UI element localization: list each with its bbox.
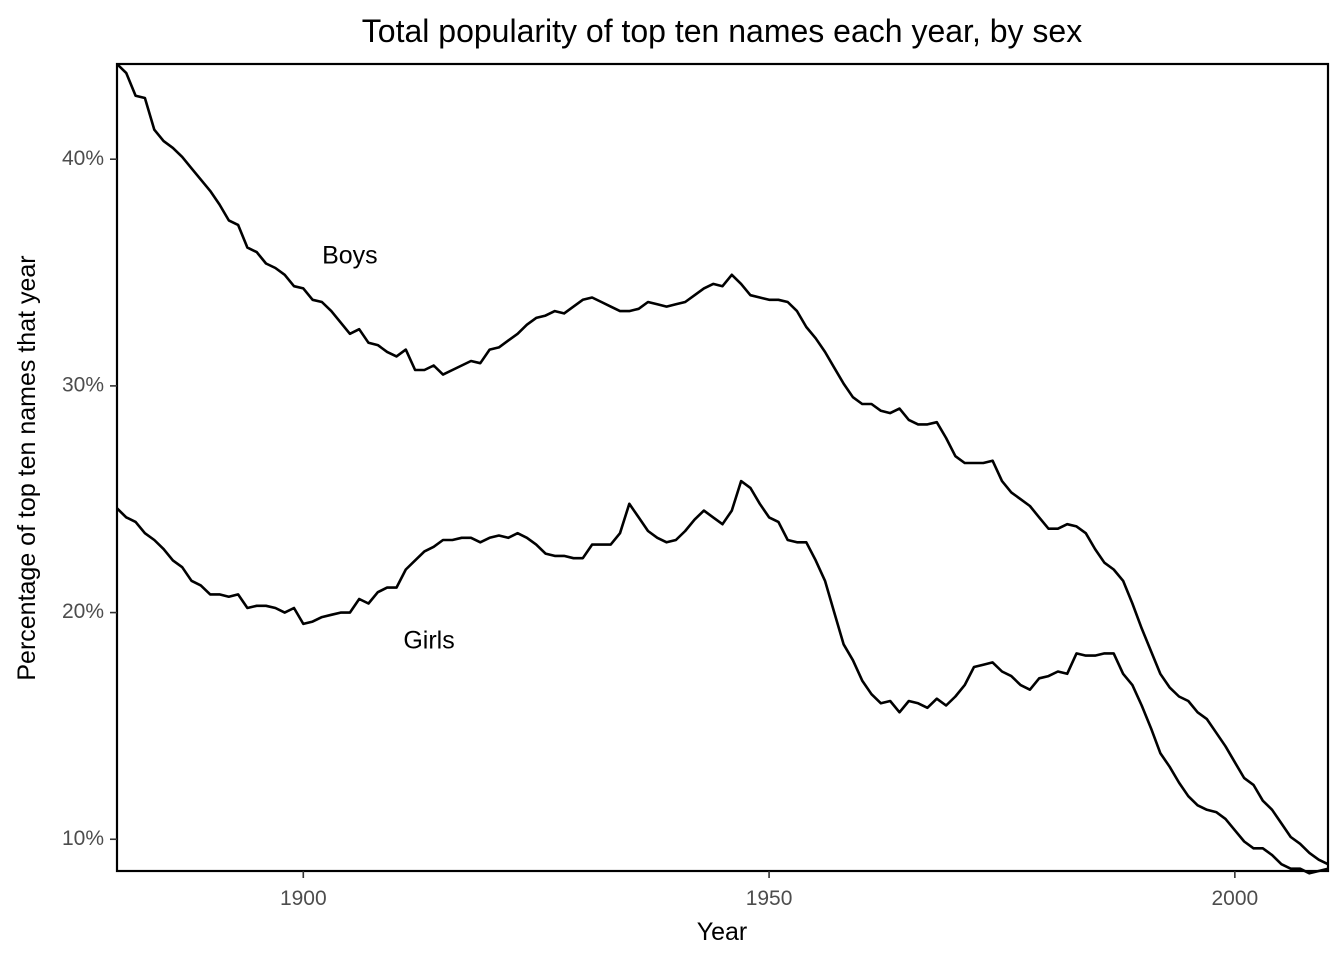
x-tick-label: 1900	[280, 887, 327, 910]
series-label-boys: Boys	[322, 241, 378, 269]
x-axis-title: Year	[697, 918, 748, 946]
x-tick-label: 1950	[746, 887, 793, 910]
series-line-girls	[116, 479, 1329, 875]
chart-title: Total popularity of top ten names each y…	[362, 13, 1082, 49]
series-label-girls: Girls	[403, 627, 454, 655]
plot-area: Boys Girls 1900 1950 2000 10% 20% 30% 40%	[62, 62, 1330, 910]
x-tick-label: 2000	[1211, 887, 1258, 910]
y-tick-label: 10%	[62, 827, 104, 850]
y-tick-label: 30%	[62, 373, 104, 396]
y-axis-title: Percentage of top ten names that year	[13, 255, 41, 680]
y-tick-label: 40%	[62, 147, 104, 170]
plot-frame	[115, 62, 1330, 873]
series-line-boys	[116, 63, 1329, 866]
y-tick-label: 20%	[62, 600, 104, 623]
